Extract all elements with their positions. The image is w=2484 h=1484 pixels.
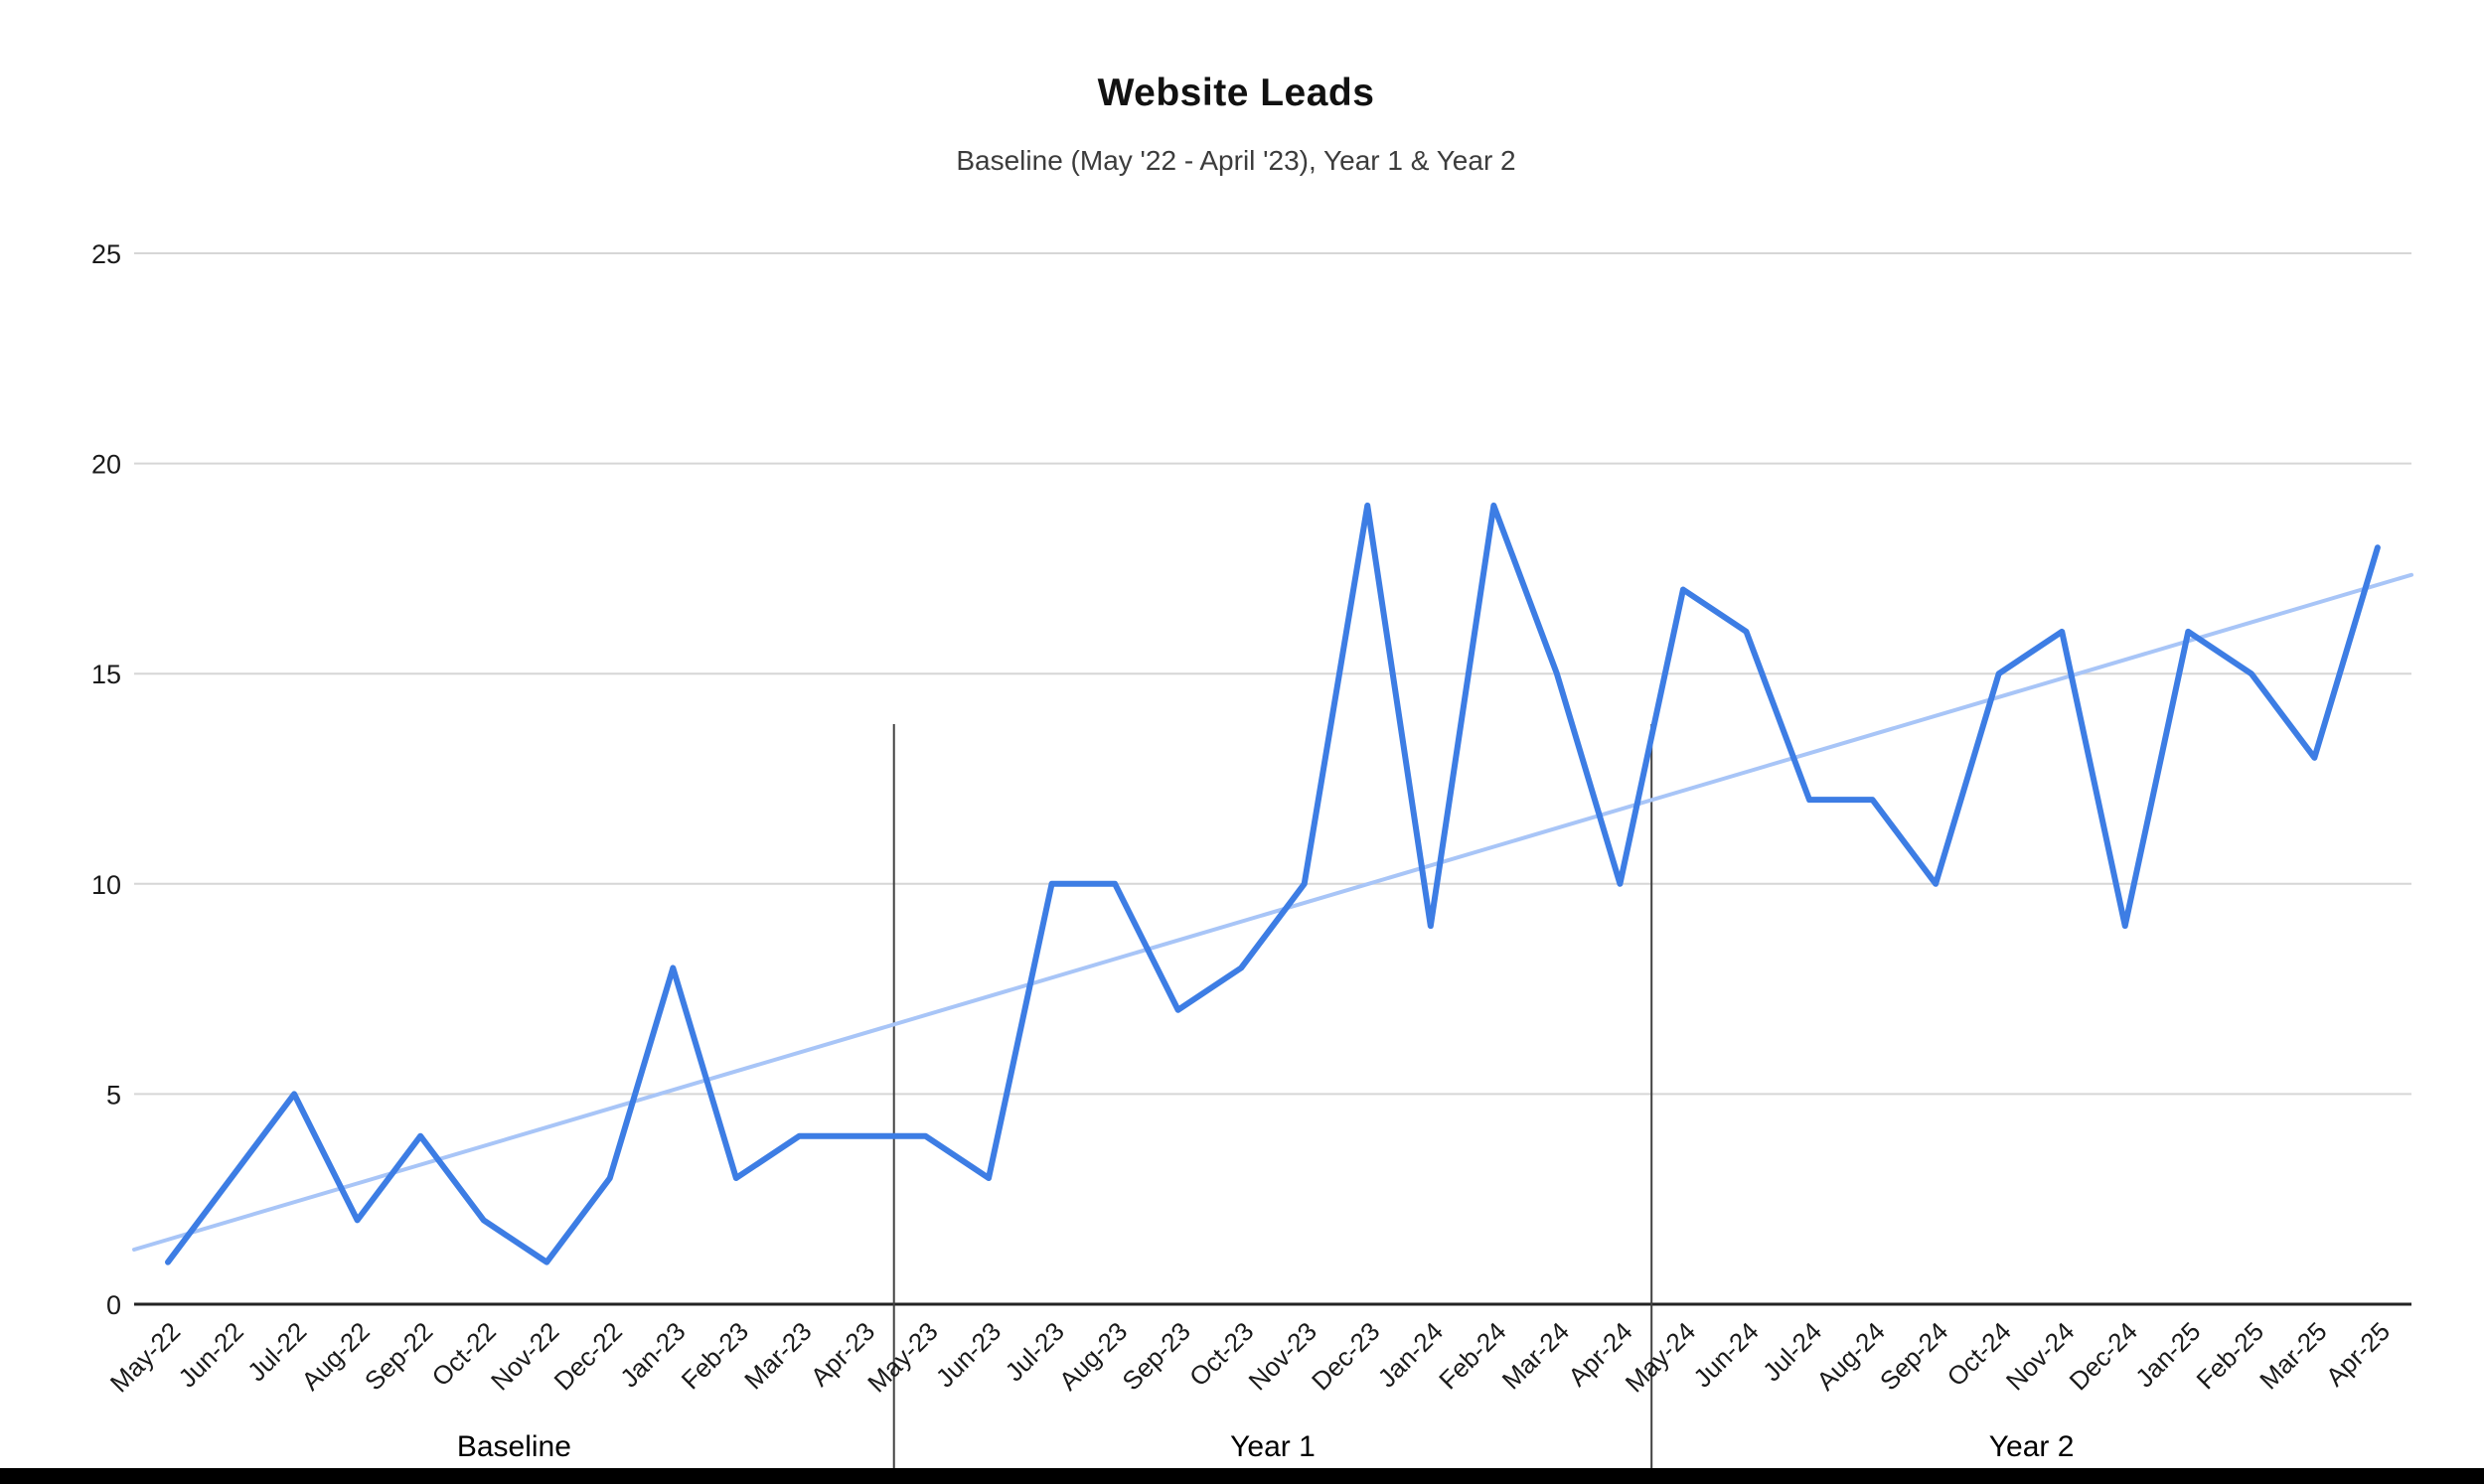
chart-title: Website Leads <box>1097 72 1375 114</box>
section-label: Baseline <box>457 1430 571 1463</box>
y-tick-label: 25 <box>91 239 121 269</box>
x-tick-label: Feb-25 <box>2191 1316 2269 1395</box>
section-label: Year 1 <box>1230 1430 1316 1463</box>
x-tick-label: Dec-24 <box>2063 1316 2142 1396</box>
section-label: Year 2 <box>1989 1430 2075 1463</box>
x-tick-label: Jun-23 <box>930 1316 1007 1393</box>
y-tick-label: 10 <box>91 870 121 900</box>
x-tick-label: Apr-25 <box>2320 1316 2396 1392</box>
x-tick-label: Dec-23 <box>1306 1316 1385 1396</box>
x-tick-label: Mar-25 <box>2253 1316 2332 1395</box>
x-tick-label: Jan-24 <box>1372 1316 1449 1393</box>
x-tick-label: Nov-23 <box>1242 1316 1321 1396</box>
x-tick-label: Sep-24 <box>1874 1316 1953 1396</box>
x-tick-label: Feb-24 <box>1433 1316 1511 1395</box>
x-tick-label: Aug-23 <box>1053 1316 1133 1396</box>
x-tick-label: Nov-22 <box>485 1316 564 1396</box>
x-tick-label: Jun-24 <box>1687 1316 1764 1393</box>
x-tick-label: Aug-22 <box>295 1316 375 1396</box>
x-tick-label: Sep-23 <box>1116 1316 1195 1396</box>
x-tick-label: Jun-22 <box>172 1316 248 1393</box>
x-tick-label: Nov-24 <box>2000 1316 2080 1396</box>
chart-subtitle: Baseline (May '22 - April '23), Year 1 &… <box>956 145 1516 176</box>
y-tick-label: 20 <box>91 450 121 480</box>
x-tick-label: Jan-25 <box>2129 1316 2206 1393</box>
x-tick-label: Feb-23 <box>676 1316 754 1395</box>
x-tick-label: Mar-23 <box>738 1316 817 1395</box>
x-tick-label: May-23 <box>861 1316 944 1399</box>
x-tick-label: Aug-24 <box>1810 1316 1890 1396</box>
y-tick-label: 0 <box>106 1290 121 1320</box>
x-tick-label: Dec-22 <box>548 1316 628 1396</box>
x-tick-label: Jan-23 <box>614 1316 691 1393</box>
x-tick-label: Mar-24 <box>1496 1316 1575 1395</box>
trendline <box>132 572 2413 1252</box>
x-tick-label: May-22 <box>104 1316 187 1399</box>
bottom-black-bar <box>0 1468 2484 1484</box>
x-tick-label: Sep-22 <box>359 1316 438 1396</box>
series-line <box>165 502 2381 1265</box>
x-tick-label: May-24 <box>1620 1316 1702 1399</box>
y-tick-label: 5 <box>106 1080 121 1110</box>
y-tick-label: 15 <box>91 660 121 689</box>
